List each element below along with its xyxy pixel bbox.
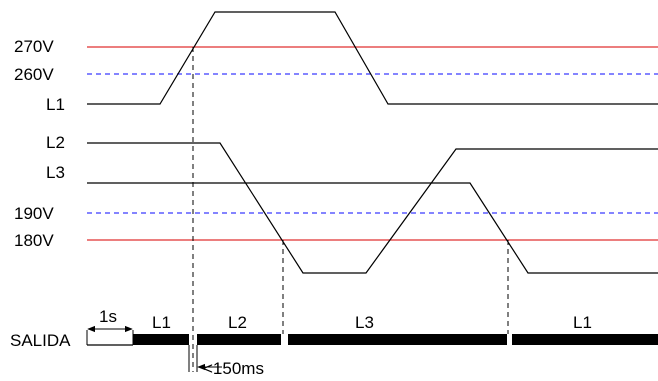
threshold-260v-label: 260V [14, 65, 54, 84]
output-segment-l2-label: L2 [228, 313, 247, 332]
l2-voltage-trace [87, 142, 658, 274]
signal-l2-label: L2 [46, 133, 65, 152]
l3-voltage-trace [87, 182, 658, 274]
threshold-190v-label: 190V [14, 204, 54, 223]
output-segment-l1-return [512, 334, 658, 345]
signal-l1-label: L1 [46, 95, 65, 114]
threshold-270v-label: 270V [14, 37, 54, 56]
output-segment-l1-return-label: L1 [573, 313, 592, 332]
output-segment-l1 [133, 334, 189, 345]
signal-l3-label: L3 [46, 163, 65, 182]
output-segment-l3 [288, 334, 507, 345]
output-segment-l1-label: L1 [152, 313, 171, 332]
delay-label: 1s [99, 307, 117, 326]
l1-voltage-trace [87, 11, 658, 105]
output-segment-l3-label: L3 [355, 313, 374, 332]
output-segment-l2 [197, 334, 281, 345]
switch-time-label: <150ms [203, 359, 264, 378]
output-label: SALIDA [10, 331, 71, 350]
threshold-180v-label: 180V [14, 231, 54, 250]
